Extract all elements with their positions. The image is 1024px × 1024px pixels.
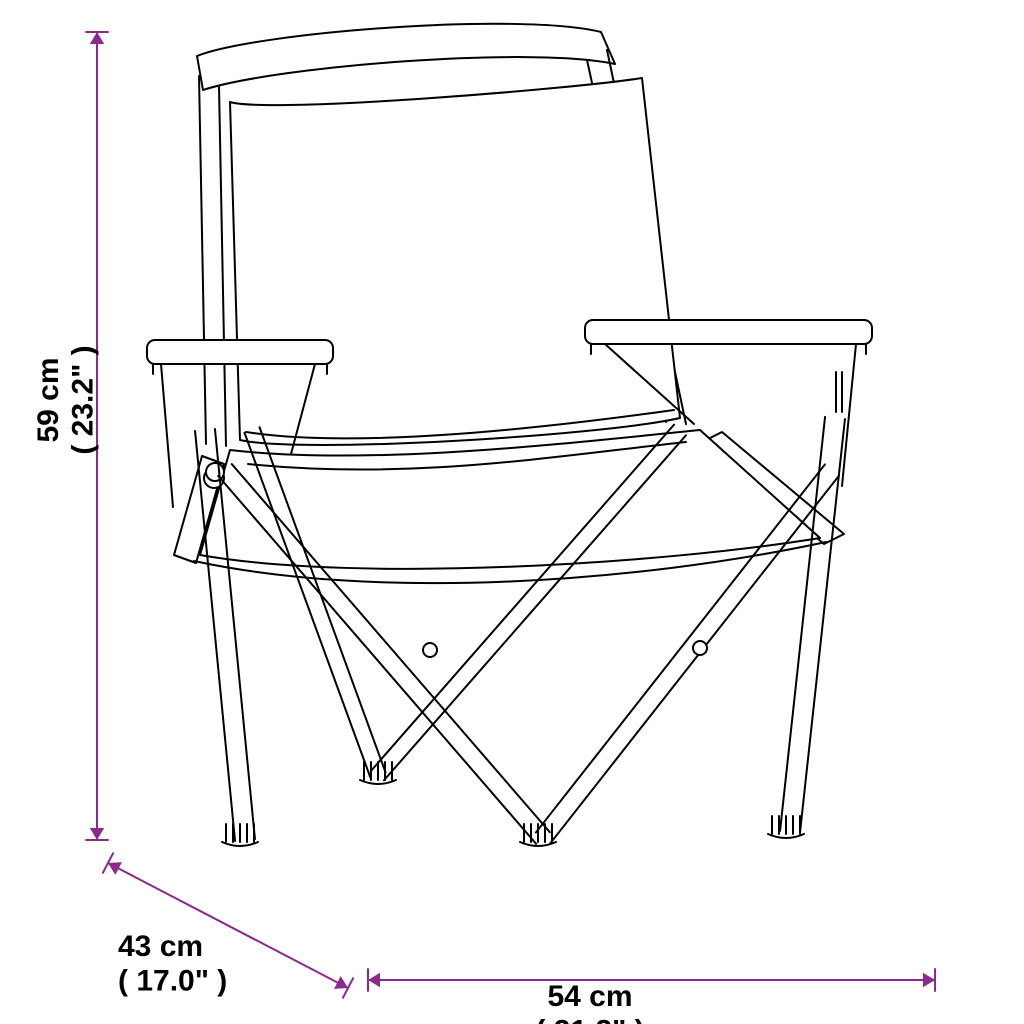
height-label: 59 cm( 23.2" ) bbox=[32, 345, 100, 454]
depth-label: 43 cm( 17.0" ) bbox=[118, 930, 227, 998]
svg-text:43 cm( 17.0" ): 43 cm( 17.0" ) bbox=[118, 930, 227, 998]
width-label-line2: ( 21.2" ) bbox=[535, 1015, 644, 1024]
width-label-line1: 54 cm bbox=[547, 980, 632, 1013]
depth-label-line1: 43 cm bbox=[118, 930, 203, 963]
width-label: 54 cm ( 21.2" ) bbox=[535, 980, 644, 1024]
height-label-line2: ( 23.2" ) bbox=[67, 345, 100, 454]
chair-line-drawing bbox=[147, 24, 872, 846]
svg-text:59 cm( 23.2" ): 59 cm( 23.2" ) bbox=[32, 345, 100, 454]
svg-text:54 cm( 21.2" ): 54 cm ( 21.2" ) bbox=[535, 980, 644, 1024]
dimension-width bbox=[368, 969, 935, 991]
depth-label-line2: ( 17.0" ) bbox=[118, 965, 227, 998]
height-label-line1: 59 cm bbox=[32, 357, 65, 442]
